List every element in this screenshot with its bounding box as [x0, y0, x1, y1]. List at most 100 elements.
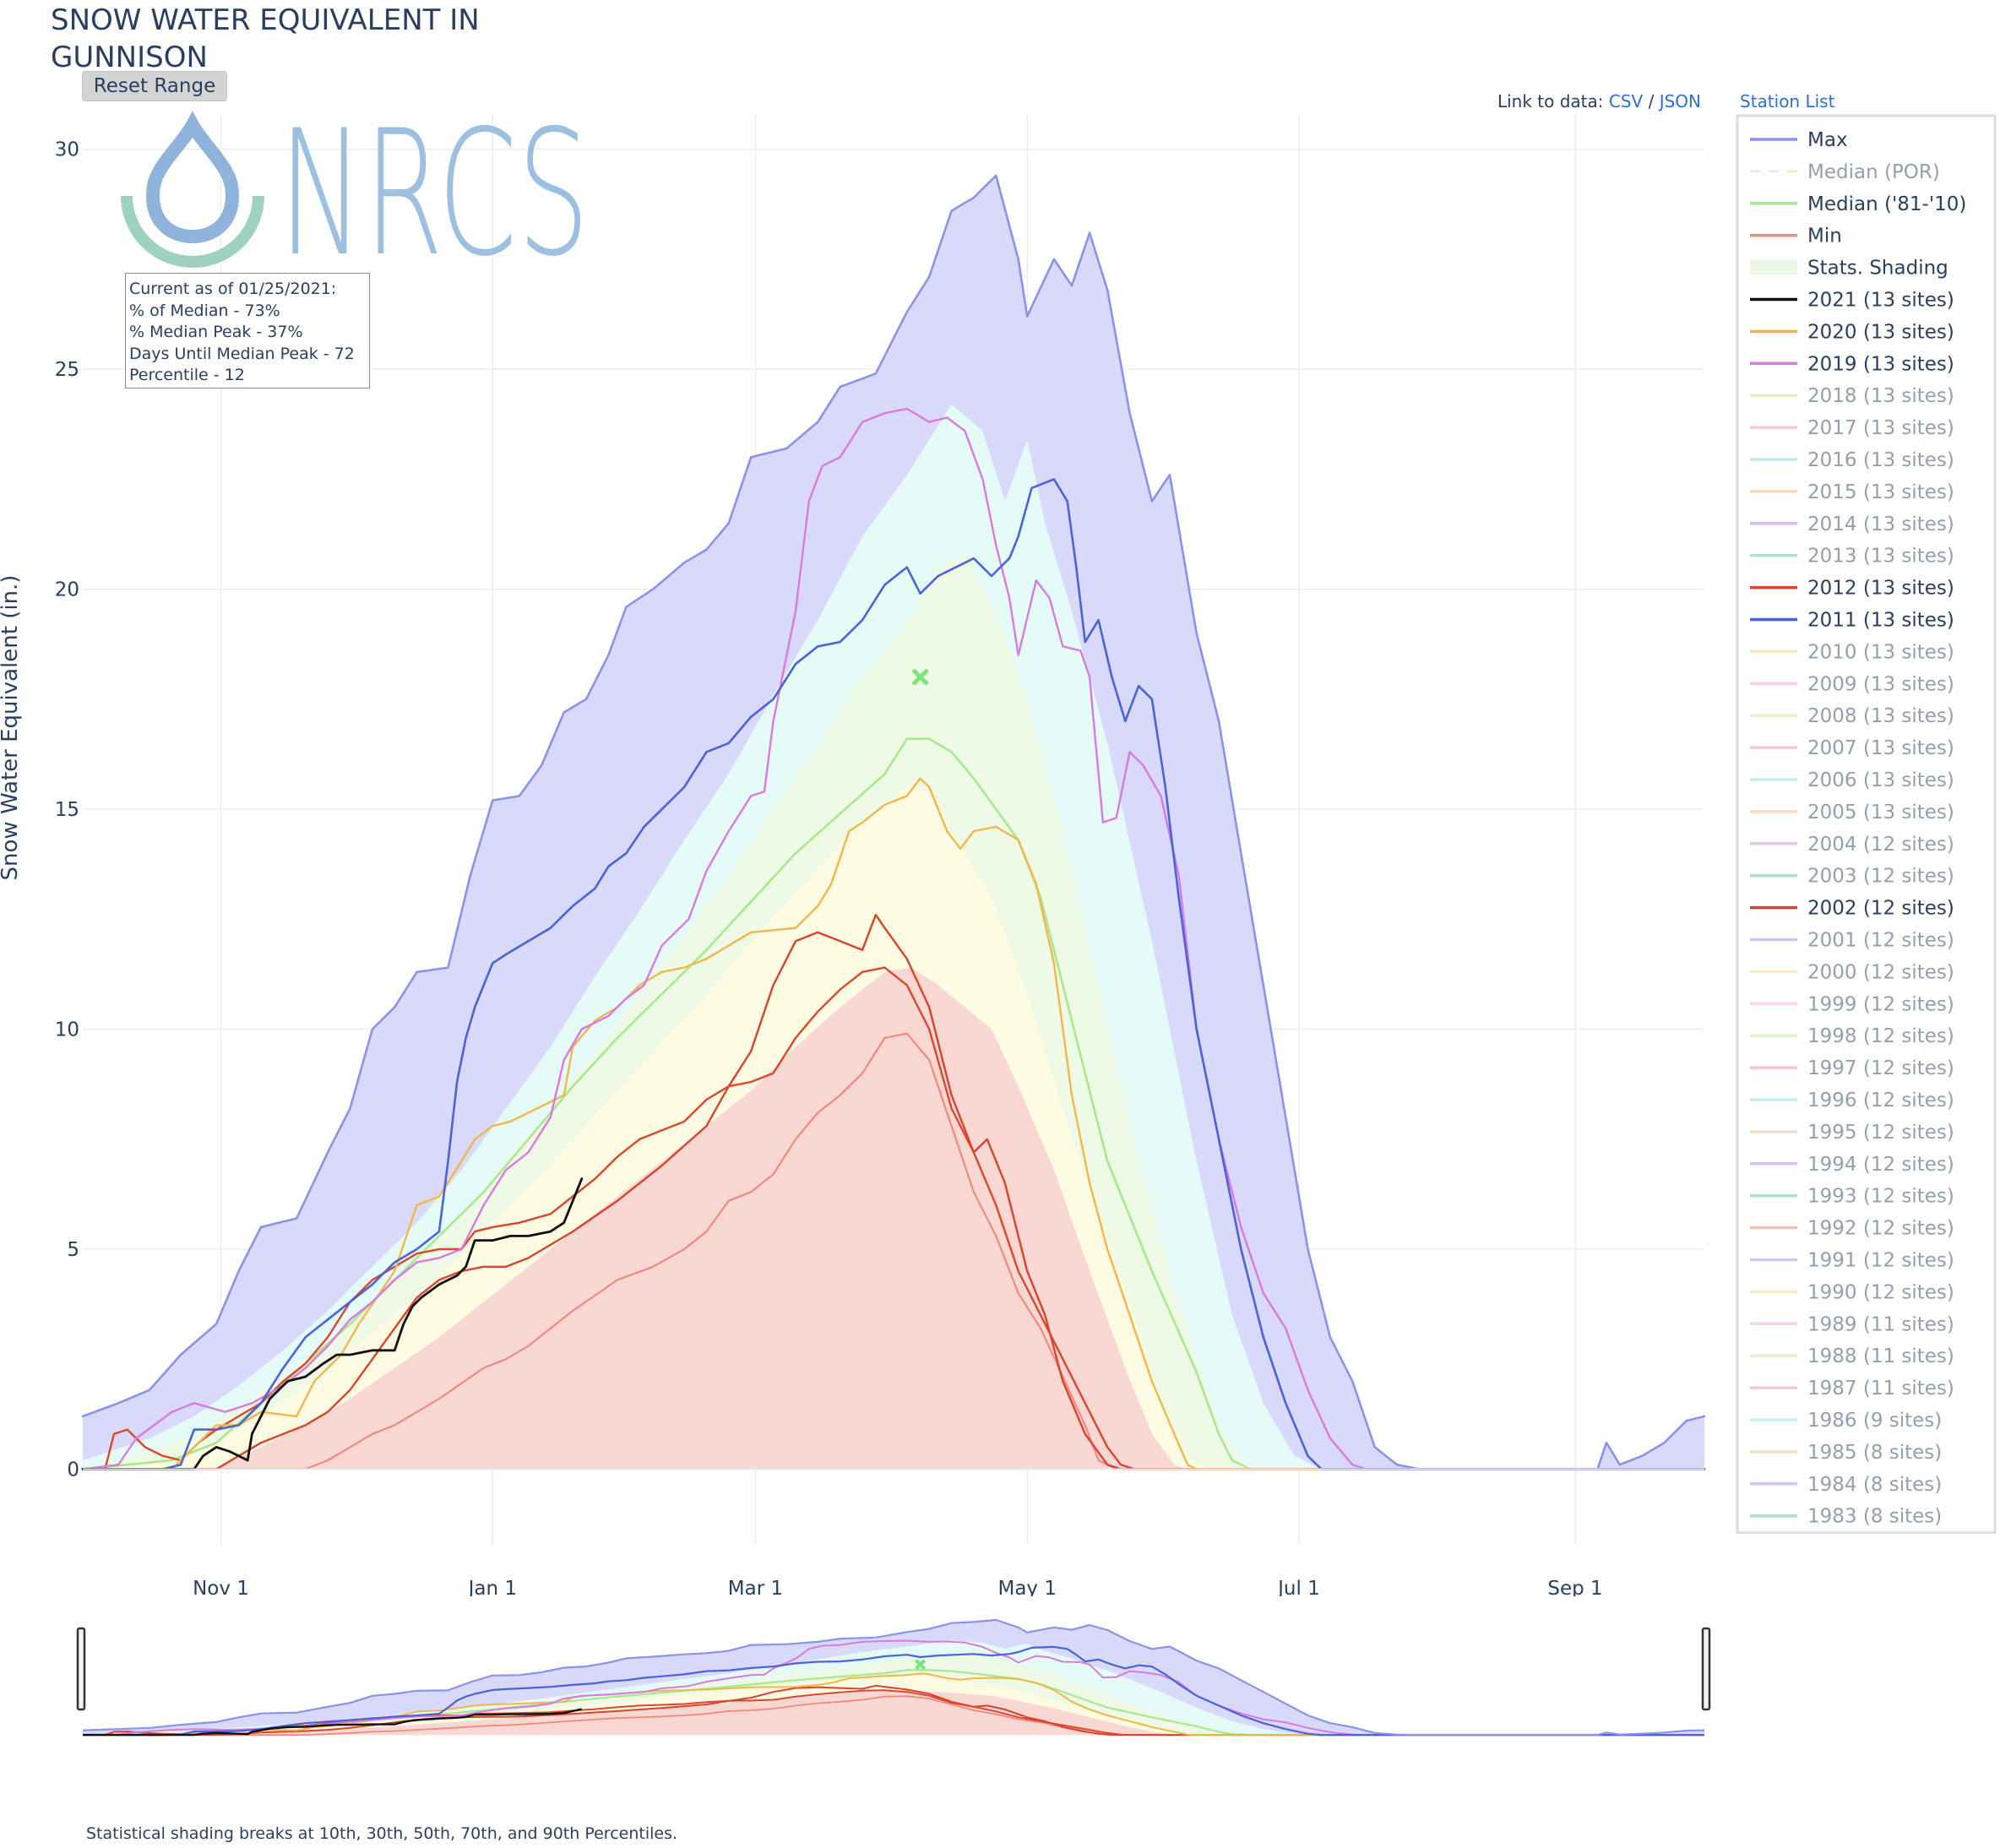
- legend-item[interactable]: 1988 (11 sites): [1750, 1345, 1954, 1367]
- legend-item[interactable]: 1997 (12 sites): [1750, 1057, 1954, 1079]
- legend-item[interactable]: 1994 (12 sites): [1750, 1154, 1954, 1176]
- legend-label: 2012 (13 sites): [1807, 578, 1954, 600]
- range-series-line: [83, 1645, 1704, 1737]
- legend-label: 1995 (12 sites): [1807, 1122, 1954, 1144]
- legend-item[interactable]: 2019 (13 sites): [1750, 353, 1954, 375]
- legend-label: 1996 (12 sites): [1807, 1090, 1954, 1112]
- logo-arc-icon: [121, 195, 264, 268]
- current-date-line: Current as of 01/25/2021:: [129, 280, 337, 298]
- legend-item[interactable]: 2014 (13 sites): [1750, 514, 1954, 535]
- legend-item[interactable]: Median ('81-'10): [1750, 193, 1966, 215]
- legend-item[interactable]: 1991 (12 sites): [1750, 1250, 1954, 1272]
- range-series-line: [83, 1708, 583, 1737]
- legend-item[interactable]: 2017 (13 sites): [1750, 417, 1954, 439]
- legend-item[interactable]: 2016 (13 sites): [1750, 449, 1954, 471]
- page-title: SNOW WATER EQUIVALENT IN GUNNISON: [51, 3, 480, 74]
- legend-item[interactable]: 2010 (13 sites): [1750, 641, 1954, 663]
- legend-item[interactable]: 1999 (12 sites): [1750, 993, 1954, 1015]
- legend-label: Stats. Shading: [1807, 258, 1948, 280]
- json-link[interactable]: JSON: [1659, 91, 1701, 111]
- legend-label: 1985 (8 sites): [1807, 1442, 1942, 1464]
- legend-label: 1998 (12 sites): [1807, 1025, 1954, 1047]
- legend-label: 1997 (12 sites): [1807, 1057, 1954, 1079]
- legend-item[interactable]: 2015 (13 sites): [1750, 481, 1954, 503]
- logo-drop-icon: [146, 111, 239, 244]
- legend-item[interactable]: 1996 (12 sites): [1750, 1090, 1954, 1112]
- series-line: [81, 777, 1706, 1470]
- legend-item[interactable]: 2004 (12 sites): [1750, 834, 1954, 856]
- legend-item[interactable]: 2007 (13 sites): [1750, 737, 1954, 759]
- legend-item[interactable]: 1987 (11 sites): [1750, 1378, 1954, 1400]
- legend-item[interactable]: 2000 (12 sites): [1750, 961, 1954, 983]
- legend-item[interactable]: 1985 (8 sites): [1750, 1442, 1942, 1464]
- legend-item[interactable]: 2006 (13 sites): [1750, 769, 1954, 791]
- legend-item[interactable]: 1986 (9 sites): [1750, 1410, 1942, 1432]
- legend-item[interactable]: 1989 (11 sites): [1750, 1313, 1954, 1335]
- legend-item[interactable]: 2018 (13 sites): [1750, 385, 1954, 407]
- legend-item[interactable]: 2002 (12 sites): [1750, 898, 1954, 920]
- legend-label: 2017 (13 sites): [1807, 417, 1954, 439]
- legend-item[interactable]: 1983 (8 sites): [1750, 1506, 1942, 1528]
- percent-median-peak-line: % Median Peak - 37%: [129, 323, 303, 341]
- legend-item[interactable]: 1990 (12 sites): [1750, 1281, 1954, 1303]
- x-tick-label: Sep 1: [1547, 1578, 1602, 1600]
- legend-label: 2016 (13 sites): [1807, 449, 1954, 471]
- legend-item[interactable]: 2013 (13 sites): [1750, 546, 1954, 568]
- reset-range-button[interactable]: Reset Range: [82, 71, 227, 101]
- legend-label: 2018 (13 sites): [1807, 385, 1954, 407]
- range-handle-left[interactable]: [76, 1627, 86, 1711]
- legend-item[interactable]: Median (POR): [1750, 161, 1940, 183]
- legend-label: 2014 (13 sites): [1807, 514, 1954, 535]
- legend-item[interactable]: 2001 (12 sites): [1750, 930, 1954, 952]
- legend-item[interactable]: Max: [1750, 129, 1848, 151]
- legend-label: 2003 (12 sites): [1807, 866, 1954, 888]
- days-until-peak-line: Days Until Median Peak - 72: [129, 344, 355, 363]
- series-lines: [81, 174, 1706, 1470]
- legend-item[interactable]: 1993 (12 sites): [1750, 1186, 1954, 1208]
- range-slider[interactable]: [76, 1596, 1711, 1744]
- series-line: [81, 407, 1706, 1470]
- legend-label: 2011 (13 sites): [1807, 610, 1954, 632]
- legend-item[interactable]: 1992 (12 sites): [1750, 1218, 1954, 1240]
- percent-median-line: % of Median - 73%: [129, 301, 280, 320]
- stats-band: [83, 967, 1704, 1470]
- legend-item[interactable]: 2009 (13 sites): [1750, 673, 1954, 695]
- y-tick-label: 15: [55, 799, 79, 821]
- legend-item[interactable]: 2020 (13 sites): [1750, 321, 1954, 343]
- y-tick-label: 5: [67, 1239, 79, 1261]
- range-series-line: [83, 1695, 1704, 1736]
- legend-label: 2001 (12 sites): [1807, 930, 1954, 952]
- range-series-line: [83, 1672, 1704, 1737]
- legend-item[interactable]: 2008 (13 sites): [1750, 705, 1954, 727]
- legend-label: 1993 (12 sites): [1807, 1186, 1954, 1208]
- station-list-link[interactable]: Station List: [1740, 91, 1835, 111]
- legend-label: 2006 (13 sites): [1807, 769, 1954, 791]
- legend-item[interactable]: 1998 (12 sites): [1750, 1025, 1954, 1047]
- y-tick-label: 30: [55, 139, 79, 161]
- median-peak-marker: [912, 669, 929, 686]
- csv-link[interactable]: CSV: [1608, 91, 1644, 111]
- legend-label: 1990 (12 sites): [1807, 1281, 1954, 1303]
- range-series-line: [82, 1618, 1705, 1737]
- legend-label: 2008 (13 sites): [1807, 705, 1954, 727]
- legend-item[interactable]: Min: [1750, 226, 1842, 247]
- legend-item[interactable]: 2012 (13 sites): [1750, 578, 1954, 600]
- y-tick-label: 10: [55, 1019, 79, 1041]
- legend-item[interactable]: 1984 (8 sites): [1750, 1474, 1942, 1496]
- range-handle-right[interactable]: [1701, 1627, 1711, 1711]
- legend-label: 1989 (11 sites): [1807, 1313, 1954, 1335]
- legend-item[interactable]: 2003 (12 sites): [1750, 866, 1954, 888]
- legend-item[interactable]: 2021 (13 sites): [1750, 290, 1954, 312]
- current-stats-box: Current as of 01/25/2021: % of Median - …: [125, 273, 370, 389]
- x-tick-label: Jul 1: [1276, 1578, 1320, 1600]
- legend-item[interactable]: 2005 (13 sites): [1750, 802, 1954, 823]
- link-separator: /: [1648, 91, 1655, 111]
- legend-label: 1987 (11 sites): [1807, 1378, 1954, 1400]
- legend-item[interactable]: 1995 (12 sites): [1750, 1122, 1954, 1144]
- legend-label: Min: [1807, 226, 1842, 247]
- x-tick-label: Nov 1: [193, 1578, 249, 1600]
- data-links: Link to data: CSV / JSON: [1497, 91, 1701, 111]
- legend-item[interactable]: Stats. Shading: [1750, 258, 1948, 280]
- legend-item[interactable]: 2011 (13 sites): [1750, 610, 1954, 632]
